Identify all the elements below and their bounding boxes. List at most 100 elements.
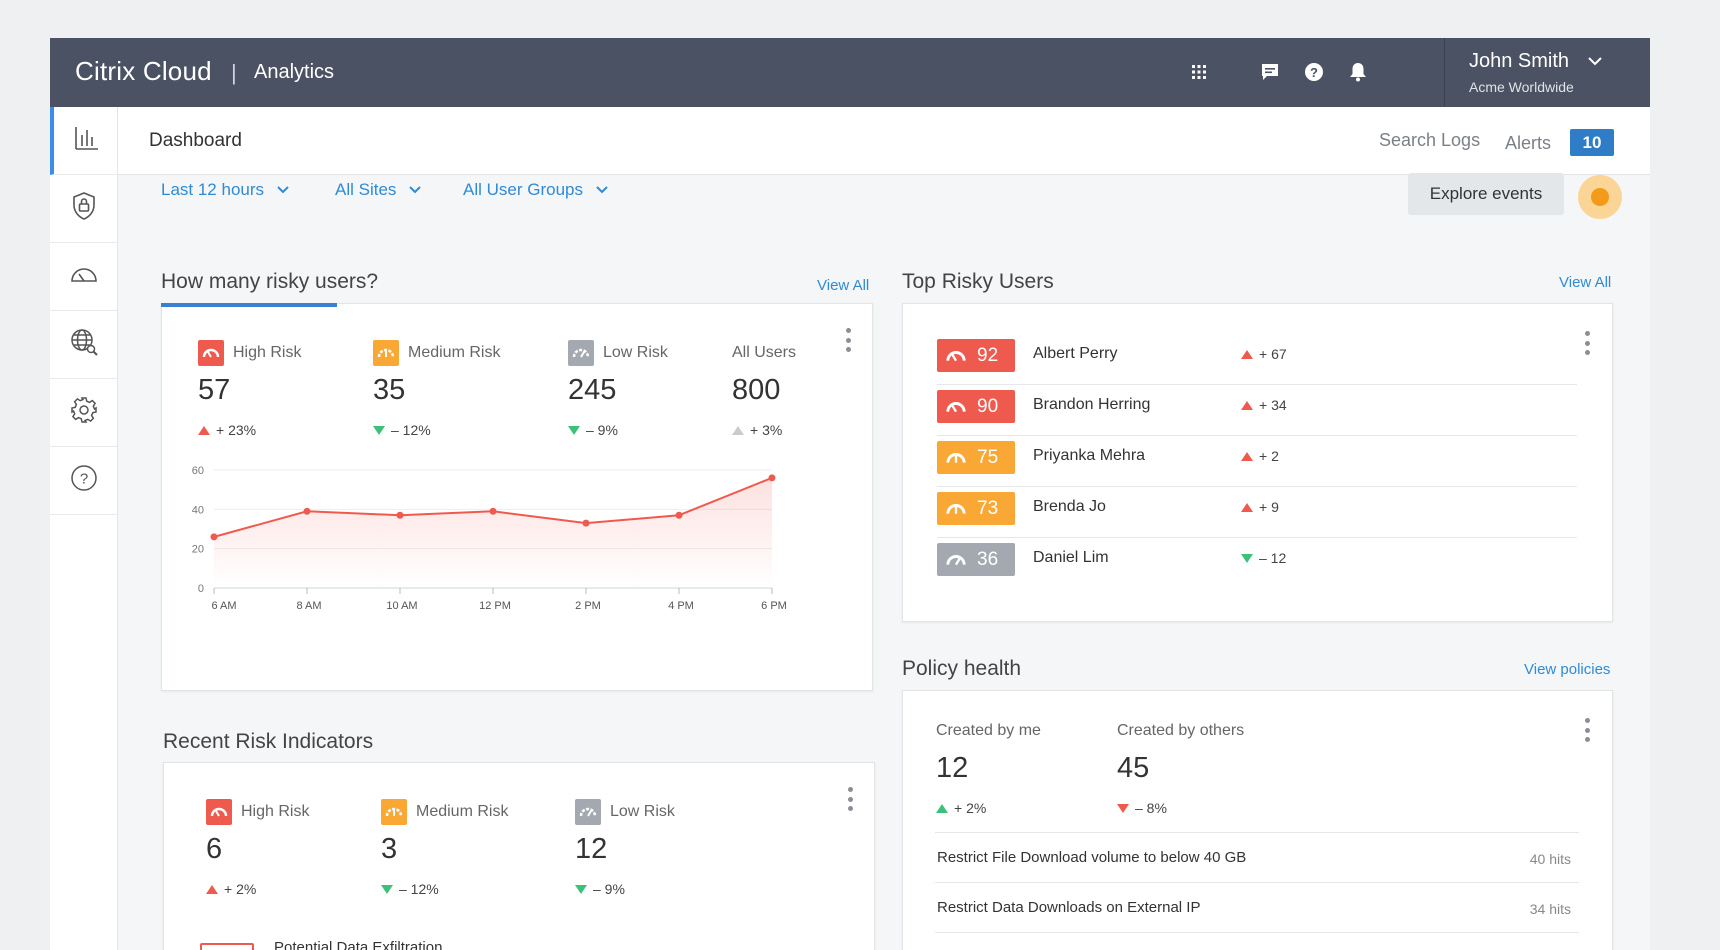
globe-search-icon [69,327,99,362]
x-tick-label: 10 AM [386,600,417,612]
high-risk-icon [198,340,224,366]
risk-score: 36 [977,548,999,570]
metric-delta: – 12% [391,422,431,438]
metric-delta: – 8% [1135,800,1167,816]
more-options-icon[interactable] [1583,331,1591,355]
sidebar-item-sites[interactable] [50,311,118,379]
more-options-icon[interactable] [1583,718,1591,742]
explore-events-button[interactable]: Explore events [1408,173,1564,215]
view-policies-link[interactable]: View policies [1524,661,1611,678]
trend-down-icon [1241,553,1253,563]
policy-row[interactable]: Restrict Data Downloads on External IP 3… [935,882,1579,932]
y-tick-label: 40 [192,504,204,516]
indicator-severity-bar [200,943,254,950]
metric-delta: – 9% [593,881,625,897]
risk-delta: + 67 [1259,346,1287,362]
metric-label: High Risk [233,344,302,361]
metric-label: Created by others [1117,722,1245,739]
metric-delta: – 9% [586,422,618,438]
time-range-label: Last 12 hours [161,180,265,199]
y-tick-label: 0 [198,583,204,595]
apps-grid-icon[interactable] [1187,60,1211,84]
x-tick-label: 2 PM [575,600,601,612]
alerts-count-badge[interactable]: 10 [1570,129,1614,156]
help-icon[interactable]: ? [1302,60,1326,84]
chevron-down-icon [1587,54,1603,72]
user-name[interactable]: Brandon Herring [1033,396,1151,413]
policy-row[interactable]: Restrict File Download volume to below 4… [935,832,1579,882]
sites-filter[interactable]: All Sites [335,180,422,200]
metric-value: 6 [206,833,223,865]
risk-score: 73 [977,497,999,519]
top-header: Citrix Cloud | Analytics ? John Smith [50,38,1650,107]
risk-gauge-icon [946,503,966,514]
user-name[interactable]: Priyanka Mehra [1033,447,1146,464]
risky-user-row[interactable]: 73 Brenda Jo + 9 [937,487,1577,538]
risk-score-badge: 36 [937,543,1015,576]
metric-value: 245 [568,374,617,406]
sites-label: All Sites [335,180,397,199]
sidebar-item-settings[interactable] [50,379,118,447]
top-risky-users-view-all[interactable]: View All [1559,274,1612,291]
risky-user-row[interactable]: 36 Daniel Lim – 12 [937,538,1577,589]
risky-user-row[interactable]: 90 Brandon Herring + 34 [937,385,1577,436]
user-groups-filter[interactable]: All User Groups [463,180,609,200]
trend-down-icon [373,425,385,435]
low-risk-icon [568,340,594,366]
user-name[interactable]: Daniel Lim [1033,549,1109,566]
metric-value: 12 [575,833,608,865]
metric-value: 800 [732,374,781,406]
trend-down-icon [381,884,393,894]
brand-citrix: Citrix [75,56,136,86]
bell-icon[interactable] [1346,60,1370,84]
user-org: Acme Worldwide [1469,79,1574,95]
risky-users-card: High Risk 57 + 23% Medium Risk 35 – 12% … [161,303,873,691]
trend-up-icon [1241,502,1253,512]
risk-delta: + 34 [1259,397,1287,413]
sidebar-item-performance[interactable] [50,243,118,311]
data-point [675,511,683,519]
brand-logo[interactable]: Citrix Cloud [75,56,212,87]
alerts-link[interactable]: Alerts [1505,133,1552,153]
metric-label: High Risk [241,803,310,820]
search-logs-link[interactable]: Search Logs [1379,130,1481,150]
trend-down-icon [1117,803,1129,813]
y-tick-label: 20 [192,544,204,556]
risk-gauge-icon [946,350,966,361]
chevron-down-icon [277,186,289,194]
gear-icon [70,396,98,429]
policy-name: Restrict File Download volume to below 4… [937,849,1247,866]
risky-user-row[interactable]: 75 Priyanka Mehra + 2 [937,436,1577,487]
user-menu[interactable]: John Smith Acme Worldwide [1444,38,1650,107]
indicator-item-name[interactable]: Potential Data Exfiltration [274,939,443,950]
recent-indicators-title: Recent Risk Indicators [163,730,374,753]
sidebar-item-dashboard[interactable] [50,107,118,175]
user-name[interactable]: Albert Perry [1033,345,1118,362]
sidebar-item-help[interactable]: ? [50,447,118,515]
gauge-icon [69,263,99,290]
shield-lock-icon [70,191,98,226]
trend-up-icon [732,425,744,435]
risk-gauge-icon [946,554,966,565]
high-risk-icon [206,799,232,825]
chart-area [214,477,772,588]
risky-users-chart: 0 20 40 60 6 AM 8 AM 10 AM 12 PM 2 PM 4 PM 6 PM [192,465,787,612]
more-options-icon[interactable] [844,328,852,352]
metric-value: 12 [936,752,969,784]
policy-row[interactable] [935,932,1579,950]
time-range-filter[interactable]: Last 12 hours [161,180,290,200]
risky-user-row[interactable]: 92 Albert Perry + 67 [937,334,1577,385]
sidebar-item-security[interactable] [50,175,118,243]
risky-users-view-all[interactable]: View All [817,277,870,294]
metric-value: 35 [373,374,406,406]
user-name[interactable]: Brenda Jo [1033,498,1106,515]
risk-score-badge: 73 [937,492,1015,525]
policy-name: Restrict Data Downloads on External IP [937,899,1201,916]
more-options-icon[interactable] [846,787,854,811]
trend-up-icon [206,884,218,894]
chat-icon[interactable] [1258,60,1282,84]
data-point [768,474,776,482]
risky-users-title: How many risky users? [161,270,379,293]
metric-delta: – 12% [399,881,439,897]
metric-delta: + 3% [750,422,783,438]
